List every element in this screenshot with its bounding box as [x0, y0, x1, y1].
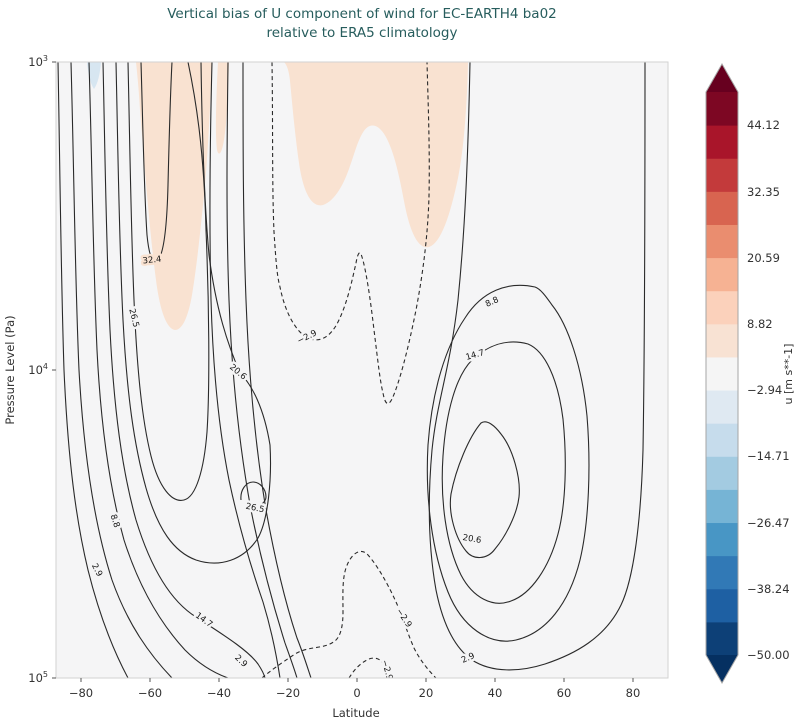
contour-line — [115, 62, 272, 564]
pos-bias-peach-mid — [272, 62, 468, 248]
colorbar-band — [706, 125, 738, 159]
colorbar-tick-label: −14.71 — [747, 449, 790, 463]
contour-line — [240, 481, 267, 505]
colorbar-tick-label: 44.12 — [747, 118, 780, 132]
x-tick-label: −80 — [69, 686, 93, 700]
colorbar-tick-label: −26.47 — [747, 516, 790, 530]
contour-line — [57, 62, 129, 678]
pos-bias-peach-left — [136, 62, 212, 330]
colorbar-tick-label: 32.35 — [747, 185, 780, 199]
x-tick-label: −40 — [207, 686, 231, 700]
colorbar-tick-label: −2.94 — [747, 383, 782, 397]
colorbar-band — [706, 257, 738, 292]
x-tick-label: 20 — [419, 686, 434, 700]
colorbar-band — [706, 456, 738, 490]
y-tick-label: 104 — [28, 362, 48, 377]
colorbar-title: u [m s**-1] — [782, 344, 795, 405]
contour-line — [70, 62, 173, 678]
colorbar-arrow-top — [706, 64, 738, 92]
x-tick-label: 60 — [557, 686, 572, 700]
contour-line — [449, 421, 520, 559]
colorbar-band — [706, 158, 738, 192]
colorbar-band — [706, 224, 738, 259]
contour-line — [428, 62, 646, 671]
contour-line — [140, 62, 173, 263]
contour-line — [242, 62, 312, 678]
y-tick-label: 103 — [28, 54, 48, 69]
contour-line — [88, 62, 229, 678]
x-tick-label: −60 — [138, 686, 162, 700]
colorbar-band — [706, 588, 738, 623]
colorbar-band — [706, 323, 738, 358]
colorbar-band — [706, 356, 738, 391]
colorbar-band — [706, 555, 738, 590]
colorbar-band — [706, 191, 738, 225]
x-axis-label: Latitude — [332, 706, 379, 720]
contour-line-negative — [348, 657, 394, 678]
colorbar-band — [706, 522, 738, 557]
contour-line — [127, 62, 210, 501]
colorbar-band — [706, 489, 738, 524]
pos-bias-peach-left-strip — [215, 62, 229, 154]
chart-title: Vertical bias of U component of wind for… — [56, 5, 668, 43]
x-tick-label: 0 — [353, 686, 360, 700]
x-tick-label: 40 — [488, 686, 503, 700]
colorbar-tick-label: 20.59 — [747, 251, 780, 265]
colorbar-tick-label: −50.00 — [747, 648, 790, 662]
plot-inner: 32.426.520.68.82.914.72.926.5−2.9−2.9−2.… — [57, 62, 646, 678]
colorbar-band — [706, 621, 738, 656]
colorbar: 44.12 32.35 20.59 8.82 −2.94 −14.71 −26.47 −38.… — [705, 62, 795, 685]
chart-title-line2: relative to ERA5 climatology — [266, 24, 458, 41]
chart-title-line1: Vertical bias of U component of wind for… — [167, 6, 557, 22]
colorbar-tick-label: 8.82 — [747, 317, 773, 331]
contour-line — [102, 62, 266, 678]
contour-line — [426, 284, 590, 642]
colorbar-arrow-bottom — [706, 655, 738, 683]
contour-line — [441, 341, 566, 604]
colorbar-band — [706, 423, 738, 457]
x-tick-label: −20 — [276, 686, 300, 700]
colorbar-band — [706, 290, 738, 325]
contour-label: 32.4 — [142, 255, 162, 267]
contour-line — [209, 62, 281, 678]
x-tick-label: 80 — [626, 686, 641, 700]
y-axis-label: Pressure Level (Pa) — [3, 315, 17, 424]
colorbar-outline — [705, 62, 739, 685]
y-tick-label: 105 — [28, 670, 48, 685]
contour-line — [226, 62, 298, 678]
contour-line-negative — [271, 62, 430, 405]
neg-bias-blue-sliver — [87, 62, 101, 89]
colorbar-band — [706, 390, 738, 424]
colorbar-tick-label: −38.24 — [747, 582, 790, 596]
colorbar-band — [706, 92, 738, 126]
